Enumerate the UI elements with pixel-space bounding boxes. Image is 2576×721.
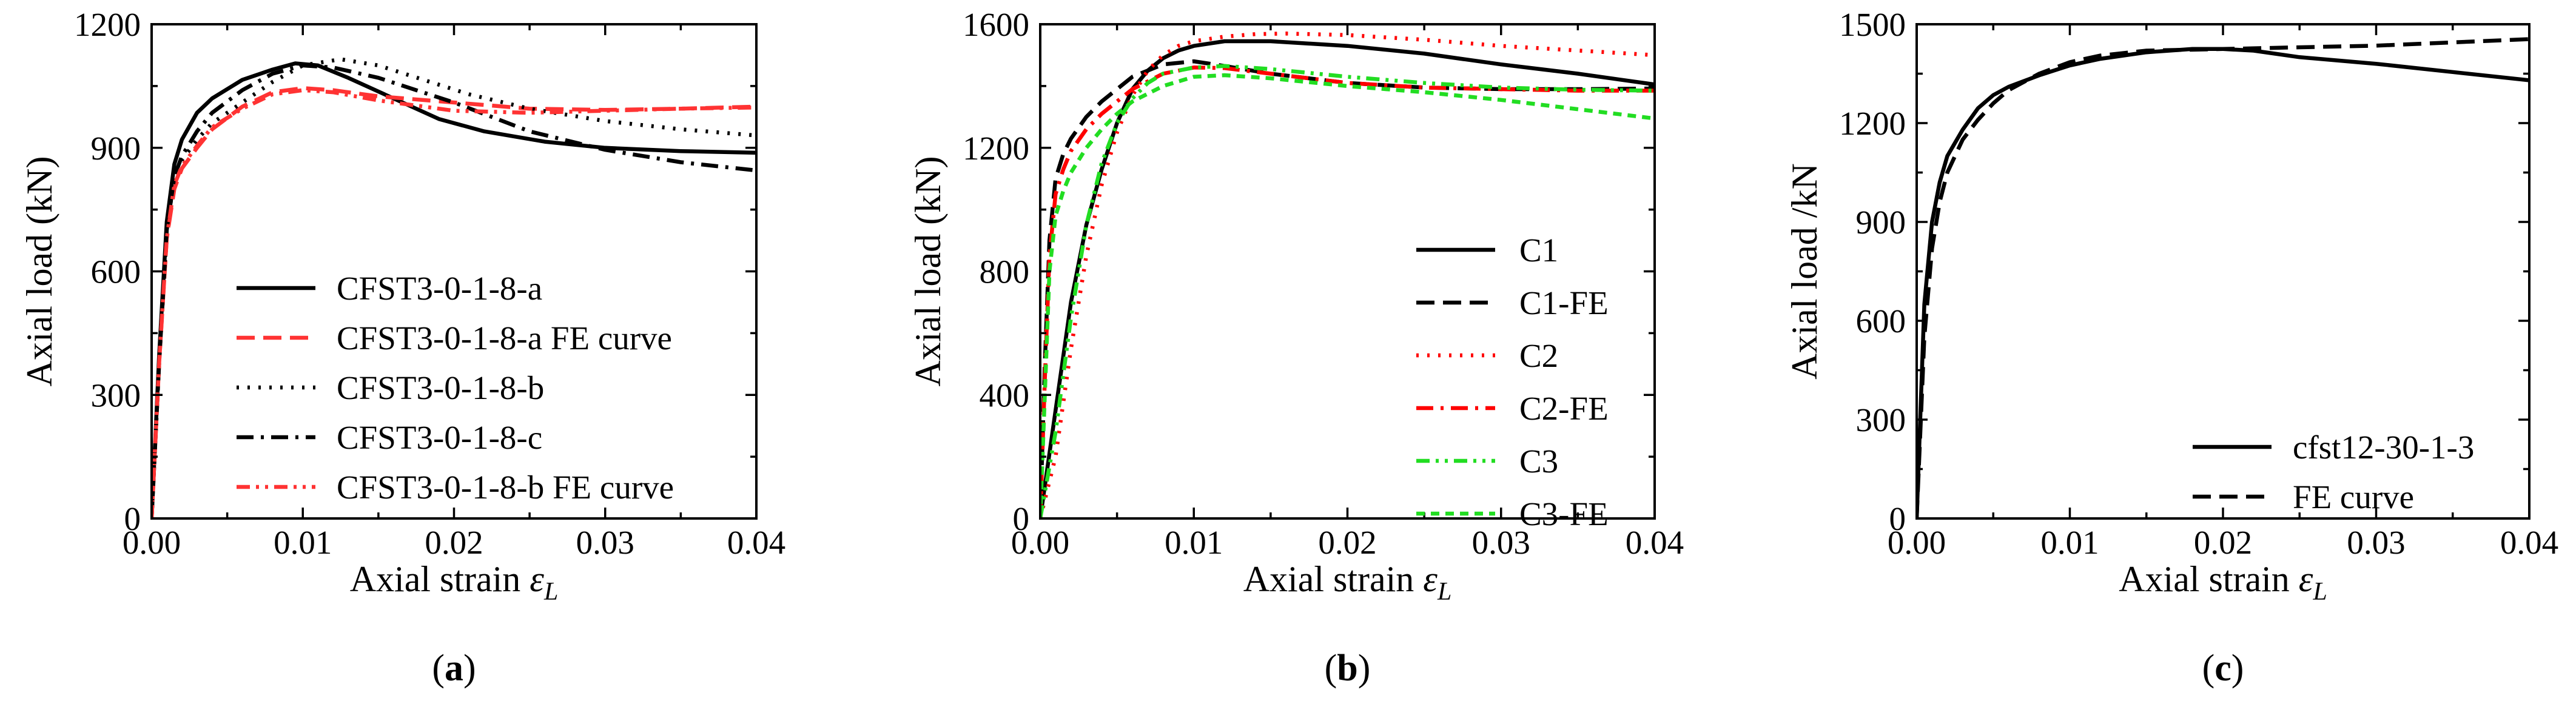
- x-tick-label: 0.00: [1888, 524, 1946, 561]
- legend-label-1: cfst12-30-1-3: [2293, 429, 2474, 466]
- series-line-6: [1040, 73, 1655, 518]
- y-axis-title: Axial load /kN: [1784, 163, 1824, 380]
- series-line-5: [152, 88, 756, 518]
- series-line-1: [1040, 39, 1655, 518]
- y-tick-label: 400: [980, 377, 1030, 414]
- y-tick-label: 0: [1889, 500, 1906, 537]
- x-tick-label: 0.03: [1472, 524, 1530, 561]
- x-axis-title-symbol: ε: [2299, 559, 2313, 599]
- y-tick-label: 1200: [74, 6, 141, 43]
- panel-label-letter: b: [1337, 648, 1357, 689]
- series-line-2: [152, 86, 756, 518]
- series-line-1: [1917, 47, 2529, 518]
- x-axis-title-symbol: ε: [1423, 559, 1438, 599]
- series-line-2: [1040, 59, 1655, 518]
- legend-label-1: CFST3-0-1-8-a: [337, 270, 542, 307]
- series-line-1: [152, 61, 756, 518]
- legend-label-3: C2: [1519, 337, 1558, 374]
- y-tick-label: 1200: [963, 130, 1029, 167]
- chart-panel-c: 0.00 0.01 0.02 0.03 0.04 0 300 600 900 1200 1500 Ax…: [1784, 6, 2558, 689]
- y-tick-label: 800: [980, 253, 1030, 290]
- x-tick-label: 0.00: [1011, 524, 1069, 561]
- y-tick-label: 600: [1856, 303, 1906, 340]
- panel-label-open: (: [432, 648, 445, 689]
- legend-label-5: C3: [1519, 443, 1558, 480]
- legend-label-3: CFST3-0-1-8-b: [337, 369, 544, 406]
- x-axis-title-text: Axial strain: [1243, 559, 1424, 599]
- series-line-3: [1040, 32, 1655, 518]
- legend-label-6: C3-FE: [1519, 495, 1609, 532]
- series-line-4: [1040, 65, 1655, 518]
- x-axis-title: Axial strain εL: [2119, 559, 2327, 606]
- x-axis-title: Axial strain εL: [350, 559, 559, 606]
- panel-label-letter: a: [445, 648, 463, 689]
- x-tick-label: 0.02: [425, 524, 483, 561]
- x-tick-label: 0.04: [1626, 524, 1684, 561]
- legend-label-2: C1-FE: [1519, 284, 1609, 321]
- x-tick-label: 0.04: [2500, 524, 2558, 561]
- legend-label-1: C1: [1519, 232, 1558, 269]
- panel-label: (c): [2202, 648, 2244, 689]
- legend-label-2: CFST3-0-1-8-a FE curve: [337, 320, 672, 357]
- panel-label-close: ): [1358, 648, 1371, 689]
- x-tick-label: 0.03: [2347, 524, 2405, 561]
- y-tick-label: 900: [91, 130, 141, 167]
- legend-label-4: CFST3-0-1-8-c: [337, 419, 542, 456]
- panel-label-close: ): [463, 648, 476, 689]
- y-tick-label: 0: [1013, 500, 1030, 537]
- legend-label-4: C2-FE: [1519, 390, 1609, 427]
- chart-panel-a: 0.00 0.01 0.02 0.03 0.04 0 300 600 900 1200 Axial …: [19, 6, 785, 689]
- panel-label-letter: c: [2214, 648, 2231, 689]
- y-tick-label: 1200: [1839, 105, 1906, 142]
- y-tick-label: 600: [91, 253, 141, 290]
- x-tick-label: 0.00: [123, 524, 181, 561]
- x-tick-label: 0.02: [2194, 524, 2252, 561]
- x-axis-title-symbol: ε: [530, 559, 544, 599]
- legend-label-2: FE curve: [2293, 478, 2414, 515]
- panel-label-open: (: [1325, 648, 1337, 689]
- y-tick-label: 0: [124, 500, 141, 537]
- x-axis-title-subscript: L: [2312, 578, 2327, 606]
- x-tick-label: 0.01: [274, 524, 332, 561]
- y-tick-label: 1500: [1839, 6, 1906, 43]
- y-tick-label: 300: [91, 377, 141, 414]
- panel-label-open: (: [2202, 648, 2215, 689]
- x-axis-title-subscript: L: [543, 578, 558, 606]
- x-tick-label: 0.04: [727, 524, 785, 561]
- legend-label-5: CFST3-0-1-8-b FE curve: [337, 469, 674, 506]
- y-axis-title: Axial load (kN): [19, 156, 59, 387]
- series-line-4: [152, 63, 756, 518]
- panel-label: (a): [432, 648, 476, 689]
- plot-frame: [1039, 23, 1656, 520]
- x-tick-label: 0.01: [2040, 524, 2099, 561]
- y-tick-label: 300: [1856, 401, 1906, 438]
- series-line-5: [1040, 64, 1655, 518]
- series-line-2: [1917, 37, 2529, 518]
- y-tick-label: 1600: [963, 6, 1029, 43]
- x-axis-title-text: Axial strain: [2119, 559, 2299, 599]
- panel-label-close: ): [2231, 648, 2244, 689]
- y-tick-label: 900: [1856, 204, 1906, 241]
- x-axis-title-text: Axial strain: [350, 559, 530, 599]
- x-axis-title: Axial strain εL: [1243, 559, 1452, 606]
- y-axis-title: Axial load (kN): [908, 156, 948, 387]
- chart-panel-b: 0.00 0.01 0.02 0.03 0.04 0 400 800 1200 1600 Axial…: [908, 6, 1684, 689]
- panel-label: (b): [1325, 648, 1371, 689]
- x-tick-label: 0.02: [1318, 524, 1376, 561]
- x-tick-label: 0.01: [1165, 524, 1223, 561]
- x-axis-title-subscript: L: [1437, 578, 1451, 606]
- x-tick-label: 0.03: [576, 524, 634, 561]
